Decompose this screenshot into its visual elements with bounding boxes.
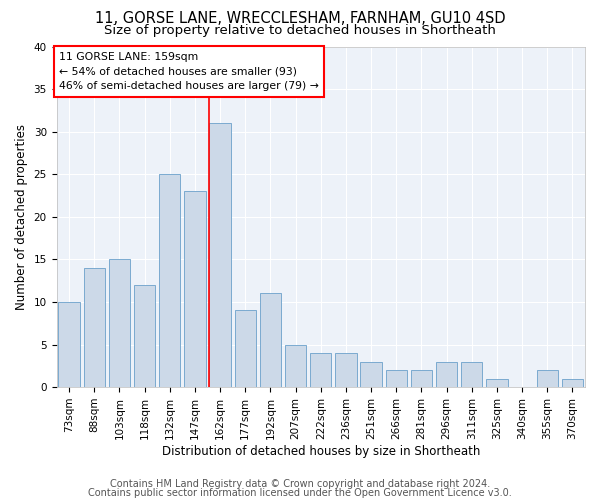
Text: 11, GORSE LANE, WRECCLESHAM, FARNHAM, GU10 4SD: 11, GORSE LANE, WRECCLESHAM, FARNHAM, GU…	[95, 11, 505, 26]
Bar	[235, 310, 256, 387]
Y-axis label: Number of detached properties: Number of detached properties	[15, 124, 28, 310]
Text: Contains public sector information licensed under the Open Government Licence v3: Contains public sector information licen…	[88, 488, 512, 498]
Bar	[562, 378, 583, 387]
Bar	[159, 174, 181, 387]
Bar	[310, 353, 331, 387]
Bar	[461, 362, 482, 387]
Bar	[285, 344, 306, 387]
Bar	[335, 353, 356, 387]
Bar	[260, 294, 281, 387]
Bar	[411, 370, 432, 387]
Bar	[58, 302, 80, 387]
Text: Size of property relative to detached houses in Shortheath: Size of property relative to detached ho…	[104, 24, 496, 37]
Text: Contains HM Land Registry data © Crown copyright and database right 2024.: Contains HM Land Registry data © Crown c…	[110, 479, 490, 489]
X-axis label: Distribution of detached houses by size in Shortheath: Distribution of detached houses by size …	[161, 444, 480, 458]
Bar	[536, 370, 558, 387]
Bar	[486, 378, 508, 387]
Bar	[209, 123, 231, 387]
Bar	[361, 362, 382, 387]
Bar	[134, 285, 155, 387]
Bar	[436, 362, 457, 387]
Text: 11 GORSE LANE: 159sqm
← 54% of detached houses are smaller (93)
46% of semi-deta: 11 GORSE LANE: 159sqm ← 54% of detached …	[59, 52, 319, 91]
Bar	[109, 260, 130, 387]
Bar	[386, 370, 407, 387]
Bar	[184, 192, 206, 387]
Bar	[83, 268, 105, 387]
